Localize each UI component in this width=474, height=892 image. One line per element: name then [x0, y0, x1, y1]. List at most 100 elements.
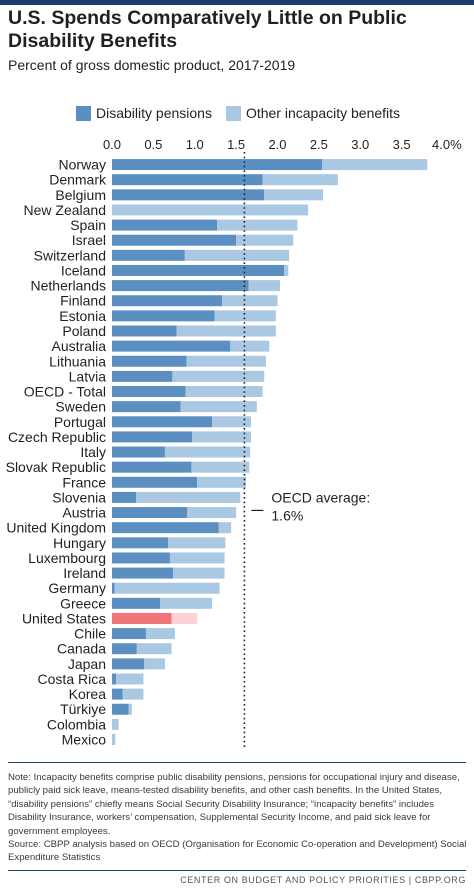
category-label: Greece — [60, 595, 106, 611]
bar-disability-pensions — [112, 628, 146, 640]
category-label: Israel — [72, 232, 106, 248]
bar-other-benefits — [230, 340, 270, 352]
bar-disability-pensions — [112, 174, 263, 186]
category-label: Norway — [59, 157, 106, 173]
bar-other-benefits — [248, 280, 280, 292]
bar-disability-pensions — [112, 264, 285, 276]
bar-disability-pensions — [112, 386, 186, 398]
bar-disability-pensions — [112, 159, 323, 171]
top-accent-bar — [0, 0, 474, 5]
x-tick-label: 1.0 — [186, 137, 204, 152]
bar-other-benefits — [197, 476, 247, 488]
bar-disability-pensions — [112, 310, 215, 322]
category-label: Italy — [80, 444, 106, 460]
bar-disability-pensions — [112, 522, 219, 534]
category-label: Korea — [69, 686, 107, 702]
bar-disability-pensions — [112, 552, 170, 564]
x-tick-label: 3.5 — [393, 137, 411, 152]
bar-disability-pensions — [112, 597, 160, 609]
bar-other-benefits — [185, 386, 263, 398]
bar-disability-pensions — [112, 295, 223, 307]
bar-disability-pensions — [112, 280, 249, 292]
chart-subtitle: Percent of gross domestic product, 2017-… — [8, 57, 296, 73]
category-label: Slovak Republic — [6, 459, 106, 475]
bar-other-benefits — [112, 734, 116, 746]
bar-disability-pensions — [112, 355, 187, 367]
bar-other-benefits — [192, 431, 252, 443]
category-label: Slovenia — [52, 489, 106, 505]
x-tick-label: 1.5 — [227, 137, 245, 152]
x-tick-label: 2.5 — [310, 137, 328, 152]
bar-other-benefits — [191, 461, 250, 473]
category-label: Japan — [68, 656, 106, 672]
bar-disability-pensions — [112, 401, 181, 413]
bar-disability-pensions — [112, 643, 137, 655]
bar-other-benefits — [144, 658, 165, 670]
bar-other-benefits — [284, 264, 289, 276]
category-label: United States — [22, 610, 106, 626]
bar-other-benefits — [145, 628, 175, 640]
category-label: New Zealand — [24, 202, 107, 218]
x-tick-label: 0.5 — [144, 137, 162, 152]
x-tick-label: 0.0 — [103, 137, 121, 152]
category-label: Austria — [62, 505, 106, 521]
category-label: Iceland — [61, 262, 106, 278]
category-label: OECD - Total — [24, 384, 106, 400]
category-label: Costa Rica — [38, 671, 107, 687]
bar-disability-pensions — [112, 476, 198, 488]
category-label: Hungary — [53, 535, 106, 551]
credit-line: CENTER ON BUDGET AND POLICY PRIORITIES |… — [180, 875, 466, 885]
category-label: United Kingdom — [6, 520, 106, 536]
bar-disability-pensions — [112, 446, 165, 458]
bar-disability-pensions — [112, 507, 188, 519]
x-tick-label: 2.0 — [268, 137, 286, 152]
credit-divider — [8, 870, 466, 871]
bar-other-benefits — [187, 507, 237, 519]
category-label: Türkiye — [60, 701, 106, 717]
category-label: France — [62, 474, 106, 490]
bar-disability-pensions — [112, 673, 117, 685]
category-label: Spain — [70, 217, 106, 233]
bar-disability-pensions — [112, 703, 129, 715]
footnote: Note: Incapacity benefits comprise publi… — [8, 772, 460, 837]
bar-disability-pensions — [112, 325, 177, 337]
bar-other-benefits — [136, 643, 172, 655]
category-label: Denmark — [49, 172, 107, 188]
bar-disability-pensions — [112, 431, 193, 443]
category-label: Luxembourg — [28, 550, 106, 566]
x-tick-label: 3.0 — [351, 137, 369, 152]
bar-other-benefits — [184, 249, 290, 261]
legend: Disability pensions Other incapacity ben… — [76, 105, 414, 121]
bar-other-benefits — [114, 582, 220, 594]
bar-other-benefits — [176, 325, 276, 337]
category-label: Ireland — [63, 565, 106, 581]
bar-disability-pensions — [112, 189, 265, 201]
bar-disability-pensions — [112, 567, 174, 579]
category-label: Germany — [48, 580, 106, 596]
bar-other-benefits — [112, 204, 309, 216]
bar-other-benefits — [172, 370, 265, 382]
x-tick-label: 4.0% — [432, 137, 462, 152]
category-label: Latvia — [69, 368, 107, 384]
category-label: Colombia — [47, 716, 106, 732]
source-note: Source: CBPP analysis based on OECD (Org… — [8, 839, 467, 864]
category-label: Lithuania — [49, 353, 106, 369]
bar-disability-pensions — [112, 658, 145, 670]
bar-disability-pensions — [112, 537, 169, 549]
category-label: Poland — [62, 323, 106, 339]
category-label: Australia — [52, 338, 107, 354]
category-label: Netherlands — [31, 278, 107, 294]
bar-disability-pensions — [112, 688, 123, 700]
bar-other-benefits — [164, 446, 251, 458]
bar-other-benefits — [171, 612, 198, 624]
bar-disability-pensions — [112, 249, 185, 261]
bar-other-benefits — [168, 537, 226, 549]
bar-other-benefits — [218, 522, 232, 534]
bar-other-benefits — [236, 234, 294, 246]
bar-other-benefits — [169, 552, 225, 564]
bar-other-benefits — [159, 597, 213, 609]
bar-disability-pensions — [112, 612, 172, 624]
bar-other-benefits — [222, 295, 278, 307]
category-label: Switzerland — [34, 247, 106, 263]
bar-disability-pensions — [112, 461, 192, 473]
